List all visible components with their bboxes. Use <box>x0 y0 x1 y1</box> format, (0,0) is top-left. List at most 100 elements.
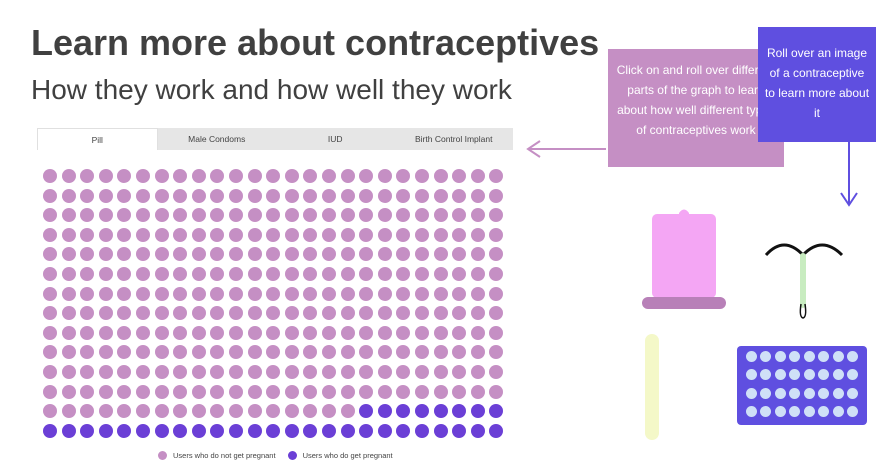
dot-not-pregnant[interactable] <box>117 345 132 360</box>
dot-not-pregnant[interactable] <box>117 247 132 262</box>
dot-not-pregnant[interactable] <box>340 247 355 262</box>
dot-not-pregnant[interactable] <box>396 227 411 242</box>
dot-not-pregnant[interactable] <box>61 286 76 301</box>
dot-pregnant[interactable] <box>433 423 448 438</box>
dot-not-pregnant[interactable] <box>377 345 392 360</box>
dot-not-pregnant[interactable] <box>322 384 336 399</box>
dot-not-pregnant[interactable] <box>377 169 392 183</box>
dot-not-pregnant[interactable] <box>191 404 206 419</box>
dot-not-pregnant[interactable] <box>210 404 225 419</box>
dot-not-pregnant[interactable] <box>229 169 243 183</box>
dot-not-pregnant[interactable] <box>266 384 281 399</box>
dot-not-pregnant[interactable] <box>396 208 411 223</box>
dot-pregnant[interactable] <box>303 423 318 438</box>
dot-not-pregnant[interactable] <box>433 267 448 281</box>
dot-not-pregnant[interactable] <box>340 325 355 340</box>
dot-not-pregnant[interactable] <box>98 325 113 340</box>
dot-not-pregnant[interactable] <box>136 345 150 360</box>
dot-not-pregnant[interactable] <box>359 267 374 281</box>
dot-not-pregnant[interactable] <box>229 384 243 399</box>
dot-not-pregnant[interactable] <box>117 325 132 340</box>
dot-not-pregnant[interactable] <box>98 227 113 242</box>
dot-not-pregnant[interactable] <box>340 365 355 379</box>
dot-not-pregnant[interactable] <box>229 188 243 203</box>
dot-pregnant[interactable] <box>266 423 281 438</box>
dot-not-pregnant[interactable] <box>154 325 169 340</box>
dot-pregnant[interactable] <box>210 423 225 438</box>
dot-not-pregnant[interactable] <box>210 169 225 183</box>
dot-not-pregnant[interactable] <box>191 188 206 203</box>
dot-not-pregnant[interactable] <box>303 325 318 340</box>
dot-not-pregnant[interactable] <box>322 345 336 360</box>
dot-not-pregnant[interactable] <box>266 404 281 419</box>
dot-not-pregnant[interactable] <box>136 227 150 242</box>
dot-not-pregnant[interactable] <box>415 227 429 242</box>
dot-not-pregnant[interactable] <box>43 404 57 419</box>
dot-not-pregnant[interactable] <box>191 227 206 242</box>
dot-not-pregnant[interactable] <box>229 286 243 301</box>
dot-not-pregnant[interactable] <box>43 286 57 301</box>
dot-not-pregnant[interactable] <box>191 345 206 360</box>
dot-not-pregnant[interactable] <box>210 267 225 281</box>
dot-not-pregnant[interactable] <box>489 345 504 360</box>
dot-not-pregnant[interactable] <box>173 227 188 242</box>
dot-not-pregnant[interactable] <box>377 365 392 379</box>
dot-not-pregnant[interactable] <box>303 169 318 183</box>
dot-not-pregnant[interactable] <box>191 306 206 321</box>
dot-not-pregnant[interactable] <box>154 384 169 399</box>
dot-not-pregnant[interactable] <box>173 169 188 183</box>
pill-pack-icon[interactable] <box>737 346 867 425</box>
dot-not-pregnant[interactable] <box>154 208 169 223</box>
dot-not-pregnant[interactable] <box>117 169 132 183</box>
dot-not-pregnant[interactable] <box>61 345 76 360</box>
dot-not-pregnant[interactable] <box>470 325 485 340</box>
dot-not-pregnant[interactable] <box>80 306 95 321</box>
dot-not-pregnant[interactable] <box>61 384 76 399</box>
dot-not-pregnant[interactable] <box>489 188 504 203</box>
dot-not-pregnant[interactable] <box>173 247 188 262</box>
dot-not-pregnant[interactable] <box>136 208 150 223</box>
dot-not-pregnant[interactable] <box>43 384 57 399</box>
dot-not-pregnant[interactable] <box>191 247 206 262</box>
dot-not-pregnant[interactable] <box>396 345 411 360</box>
dot-not-pregnant[interactable] <box>470 208 485 223</box>
dot-not-pregnant[interactable] <box>191 384 206 399</box>
dot-not-pregnant[interactable] <box>210 247 225 262</box>
dot-pregnant[interactable] <box>452 423 467 438</box>
dot-not-pregnant[interactable] <box>117 404 132 419</box>
dot-not-pregnant[interactable] <box>470 286 485 301</box>
dot-not-pregnant[interactable] <box>284 208 299 223</box>
dot-not-pregnant[interactable] <box>80 325 95 340</box>
dot-not-pregnant[interactable] <box>61 247 76 262</box>
dot-not-pregnant[interactable] <box>359 306 374 321</box>
dot-not-pregnant[interactable] <box>173 404 188 419</box>
dot-not-pregnant[interactable] <box>322 365 336 379</box>
dot-not-pregnant[interactable] <box>322 247 336 262</box>
dot-not-pregnant[interactable] <box>61 169 76 183</box>
dot-not-pregnant[interactable] <box>191 325 206 340</box>
dot-not-pregnant[interactable] <box>80 365 95 379</box>
dot-not-pregnant[interactable] <box>173 365 188 379</box>
dot-not-pregnant[interactable] <box>247 169 262 183</box>
dot-pregnant[interactable] <box>377 423 392 438</box>
dot-not-pregnant[interactable] <box>284 404 299 419</box>
dot-not-pregnant[interactable] <box>61 365 76 379</box>
dot-not-pregnant[interactable] <box>136 404 150 419</box>
dot-not-pregnant[interactable] <box>229 208 243 223</box>
dot-not-pregnant[interactable] <box>136 267 150 281</box>
dot-not-pregnant[interactable] <box>452 325 467 340</box>
dot-pregnant[interactable] <box>452 404 467 419</box>
dot-not-pregnant[interactable] <box>470 345 485 360</box>
dot-not-pregnant[interactable] <box>98 286 113 301</box>
dot-not-pregnant[interactable] <box>247 247 262 262</box>
dot-not-pregnant[interactable] <box>80 404 95 419</box>
dot-not-pregnant[interactable] <box>415 169 429 183</box>
dot-not-pregnant[interactable] <box>117 267 132 281</box>
dot-not-pregnant[interactable] <box>117 286 132 301</box>
dot-not-pregnant[interactable] <box>284 345 299 360</box>
dot-not-pregnant[interactable] <box>210 227 225 242</box>
dot-not-pregnant[interactable] <box>61 404 76 419</box>
dot-not-pregnant[interactable] <box>247 208 262 223</box>
dot-pregnant[interactable] <box>489 404 504 419</box>
dot-not-pregnant[interactable] <box>247 384 262 399</box>
